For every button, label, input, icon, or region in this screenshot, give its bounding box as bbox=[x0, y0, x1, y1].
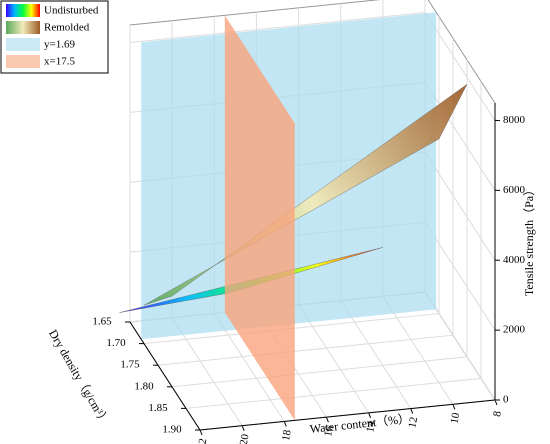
y-tick-label: 1.70 bbox=[106, 337, 126, 349]
x-tick-label: 10 bbox=[449, 411, 463, 424]
y-tick-label: 1.80 bbox=[134, 380, 154, 392]
plane bbox=[224, 15, 295, 421]
tick-mark bbox=[410, 408, 414, 414]
legend-swatch bbox=[6, 38, 40, 51]
y-axis-label: Dry density（g/cm³） bbox=[46, 327, 112, 427]
x-axis bbox=[199, 399, 496, 431]
z-tick-label: 2000 bbox=[503, 324, 526, 336]
tick-mark bbox=[452, 404, 456, 410]
legend-label: x=17.5 bbox=[44, 56, 75, 68]
x-tick-label: 12 bbox=[406, 416, 420, 429]
legend-swatch bbox=[6, 21, 40, 34]
x-tick-label: 16 bbox=[322, 424, 336, 437]
z-tick-label: 0 bbox=[503, 394, 509, 406]
legend-label: Undisturbed bbox=[44, 5, 99, 17]
legend-label: Remolded bbox=[44, 22, 90, 34]
y-tick-label: 1.85 bbox=[148, 402, 168, 414]
y-axis bbox=[129, 321, 201, 431]
z-tick-label: 8000 bbox=[503, 114, 526, 126]
tick-mark bbox=[241, 425, 245, 431]
legend-label: y=1.69 bbox=[44, 39, 75, 51]
surface bbox=[143, 84, 468, 306]
legend-swatch bbox=[6, 4, 40, 17]
tick-mark bbox=[368, 412, 372, 419]
legend-swatch bbox=[6, 55, 40, 68]
x-axis-label: Water content（%） bbox=[309, 412, 411, 436]
tick-mark bbox=[325, 416, 329, 423]
y-tick-label: 1.75 bbox=[120, 359, 140, 371]
tick-mark bbox=[494, 399, 498, 406]
x-tick-label: 14 bbox=[364, 420, 378, 433]
tick-mark bbox=[283, 421, 287, 427]
z-axis-label: Tensile strength（Pa） bbox=[522, 184, 536, 296]
y-tick-label: 1.90 bbox=[162, 424, 182, 436]
x-tick-label: 8 bbox=[491, 410, 504, 418]
x-tick-label: 22 bbox=[196, 437, 210, 444]
tick-mark bbox=[199, 429, 203, 436]
x-tick-label: 20 bbox=[238, 433, 252, 444]
y-tick-label: 1.65 bbox=[92, 316, 112, 328]
x-tick-label: 18 bbox=[280, 428, 294, 441]
z-tick-label: 4000 bbox=[503, 254, 526, 266]
z-tick-label: 6000 bbox=[503, 184, 526, 196]
